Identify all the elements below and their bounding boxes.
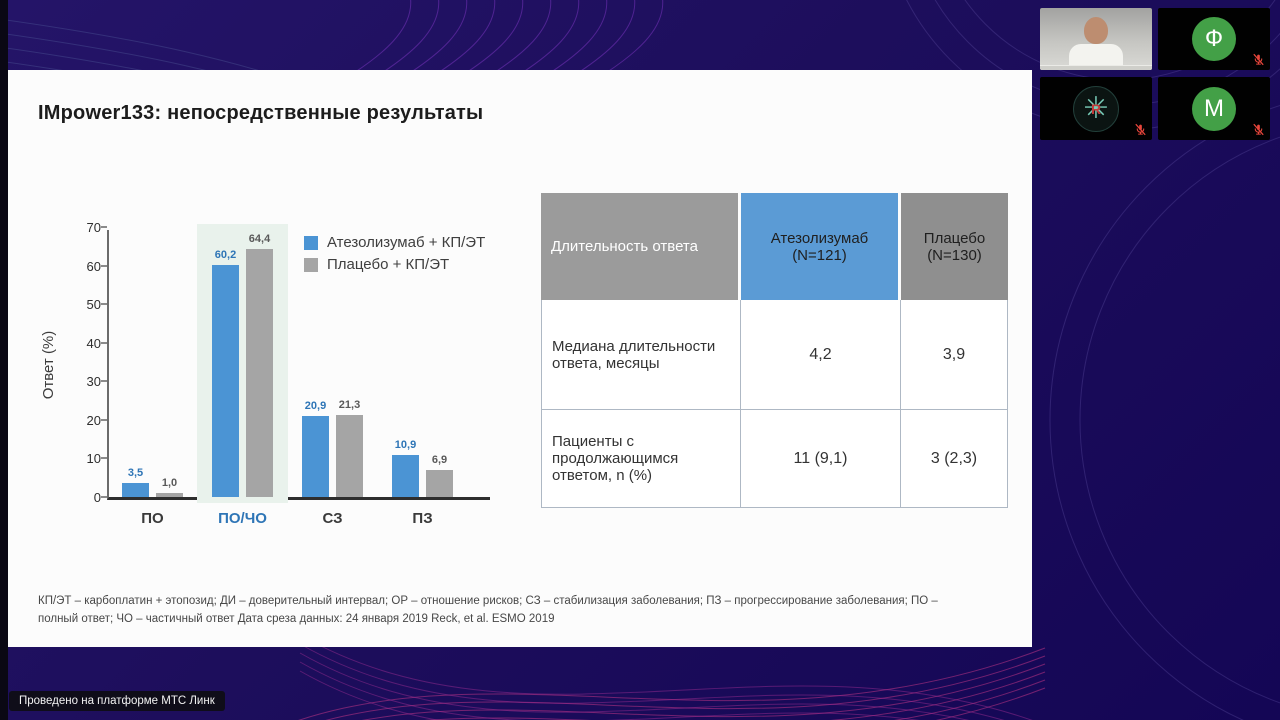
presentation-slide: IMpower133: непосредственные результаты …: [8, 70, 1032, 647]
bar-ПО/ЧО-atezolizumab: 60,2: [212, 249, 239, 497]
y-axis-tick-label: 30: [86, 374, 101, 390]
presenter-head: [1084, 17, 1108, 44]
avatar: М: [1192, 86, 1236, 131]
webcam-video: [1040, 8, 1152, 70]
presenter-desk: [1040, 65, 1152, 70]
y-axis-tick-label: 40: [86, 335, 101, 351]
y-axis-tick-label: 50: [86, 297, 101, 313]
bar-value-label: 3,5: [127, 467, 144, 479]
table-header-placebo: Плацебо (N=130): [901, 193, 1008, 300]
bar-value-label: 10,9: [394, 439, 417, 451]
muted-mic-icon[interactable]: [1252, 53, 1265, 66]
y-axis-tick-label: 70: [86, 220, 101, 235]
table-row-median-placebo-value: 3,9: [901, 300, 1008, 410]
duration-of-response-table: Длительность ответа Атезолизумаб (N=121)…: [541, 193, 1008, 508]
bar-СЗ-placebo: 21,3: [336, 399, 363, 497]
participant-tile-logo[interactable]: ✳ R: [1040, 77, 1152, 140]
table-row-ongoing-atezolizumab-value: 11 (9,1): [741, 410, 901, 508]
y-axis-tick-mark: [101, 418, 107, 421]
table-row-median-atezolizumab-value: 4,2: [741, 300, 901, 410]
participant-tile-m[interactable]: М: [1158, 77, 1270, 140]
y-axis-tick-mark: [101, 496, 107, 498]
bar-value-label: 60,2: [214, 249, 237, 261]
bar-ПЗ-placebo: 6,9: [426, 454, 453, 497]
bar-value-label: 1,0: [161, 477, 178, 489]
x-axis-category-label: ПО: [141, 510, 164, 527]
y-axis-tick-mark: [101, 341, 107, 344]
y-axis-tick-label: 0: [93, 490, 101, 505]
x-axis-category-label: ПЗ: [412, 510, 433, 527]
presenter-shirt: [1069, 44, 1123, 65]
y-axis-tick-label: 10: [86, 451, 101, 467]
legend-swatch: [304, 257, 318, 272]
legend-label: Плацебо + КП/ЭТ: [327, 256, 450, 273]
table-header-atezolizumab-n: (N=121): [792, 246, 847, 264]
bar-value-label: 64,4: [248, 233, 271, 245]
legend-item: Плацебо + КП/ЭТ: [304, 256, 485, 273]
bar-ПО-placebo: 1,0: [156, 477, 183, 497]
legend-swatch: [304, 235, 318, 250]
highlight-band: [197, 224, 288, 503]
snowflake-logo-icon: ✳: [1083, 92, 1109, 125]
bar-value-label: 6,9: [431, 454, 448, 466]
participant-logo: ✳ R: [1073, 85, 1119, 132]
bar-ПО-atezolizumab: 3,5: [122, 467, 149, 497]
y-axis-tick-mark: [101, 457, 107, 460]
bar-value-label: 21,3: [338, 399, 361, 411]
legend-label: Атезолизумаб + КП/ЭТ: [327, 234, 486, 251]
platform-badge: Проведено на платформе МТС Линк: [9, 691, 225, 711]
bar-value-label: 20,9: [304, 400, 327, 412]
y-axis-tick-mark: [101, 226, 107, 228]
table-header-placebo-name: Плацебо: [923, 229, 986, 247]
bar-ПО/ЧО-placebo: 64,4: [246, 233, 273, 497]
table-row-ongoing-label: Пациенты с продолжающимся ответом, n (%): [541, 410, 741, 508]
table-header-atezolizumab: Атезолизумаб (N=121): [741, 193, 901, 300]
y-axis-tick-mark: [101, 264, 107, 267]
slide-title: IMpower133: непосредственные результаты: [38, 102, 484, 124]
table-row-median-label: Медиана длительности ответа, месяцы: [541, 300, 741, 410]
table-header-placebo-n: (N=130): [927, 246, 982, 264]
y-axis-tick-label: 60: [86, 258, 101, 274]
table-header-duration: Длительность ответа: [541, 193, 741, 300]
x-axis-category-label: СЗ: [322, 510, 343, 527]
screen-left-border: [0, 0, 8, 720]
y-axis-tick-mark: [101, 303, 107, 306]
participant-tile-presenter[interactable]: [1040, 8, 1152, 70]
muted-mic-icon[interactable]: [1252, 123, 1265, 136]
response-bar-chart: 0 10 20 30 40 50 60 70 3,5 1,0 ПО 60,2 64,4 ПО/ЧО 20,9…: [87, 220, 490, 527]
avatar: Ф: [1192, 17, 1236, 61]
bar-СЗ-atezolizumab: 20,9: [302, 400, 329, 497]
logo-letter: R: [1090, 100, 1102, 117]
x-axis-category-label: ПО/ЧО: [218, 510, 267, 527]
y-axis-tick-label: 20: [86, 412, 101, 428]
chart-legend: Атезолизумаб + КП/ЭТ Плацебо + КП/ЭТ: [304, 234, 485, 278]
table-row-ongoing-placebo-value: 3 (2,3): [901, 410, 1008, 508]
participant-tile-f[interactable]: Ф: [1158, 8, 1270, 70]
legend-item: Атезолизумаб + КП/ЭТ: [304, 234, 485, 251]
y-axis-title: Ответ (%): [40, 330, 57, 400]
muted-mic-icon[interactable]: [1134, 123, 1147, 136]
table-header-atezolizumab-name: Атезолизумаб: [770, 229, 869, 247]
bar-ПЗ-atezolizumab: 10,9: [392, 439, 419, 497]
slide-footnote: КП/ЭТ – карбоплатин + этопозид; ДИ – дов…: [38, 595, 938, 626]
y-axis-tick-mark: [101, 380, 107, 383]
